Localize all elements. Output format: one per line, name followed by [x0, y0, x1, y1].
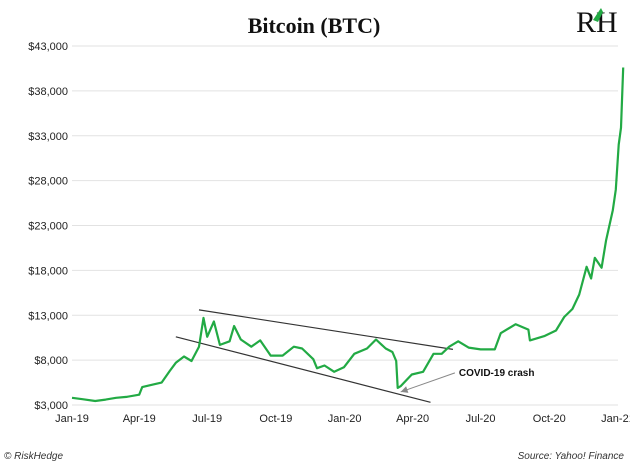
x-tick-label: Jul-19 — [192, 413, 222, 425]
trendline — [175, 336, 431, 403]
x-tick-label: Jan-19 — [55, 413, 89, 425]
y-tick-label: $38,000 — [28, 86, 68, 98]
x-tick-label: Oct-19 — [259, 413, 292, 425]
y-tick-label: $8,000 — [34, 355, 68, 367]
logo-leaf-icon — [593, 8, 603, 22]
x-tick-label: Apr-20 — [396, 413, 429, 425]
chart-title: Bitcoin (BTC) — [248, 13, 381, 38]
annotation-arrow — [400, 372, 456, 393]
y-tick-label: $33,000 — [28, 131, 68, 143]
annotation-label: COVID-19 crash — [459, 368, 535, 379]
y-tick-label: $43,000 — [28, 41, 68, 53]
x-tick-label: Jul-20 — [466, 413, 496, 425]
x-tick-label: Oct-20 — [533, 413, 566, 425]
chart-logo: RH — [576, 6, 618, 39]
x-tick-label: Jan-20 — [328, 413, 362, 425]
y-tick-label: $18,000 — [28, 265, 68, 277]
footer-source: Source: Yahoo! Finance — [518, 451, 625, 462]
riskhedge-logo-icon: RH — [576, 6, 618, 39]
y-axis-tick-labels: $3,000 $8,000 $13,000 $18,000 $23,000 $28,000… — [28, 41, 68, 412]
gridlines — [72, 45, 618, 406]
trendlines — [175, 309, 454, 403]
y-tick-label: $13,000 — [28, 310, 68, 322]
y-tick-label: $3,000 — [34, 400, 68, 412]
trendline — [198, 309, 454, 350]
annotations: COVID-19 crash — [400, 368, 535, 393]
x-tick-label: Apr-19 — [123, 413, 156, 425]
x-axis-tick-labels: Jan-19 Apr-19 Jul-19 Oct-19 Jan-20 Apr-20 Jul-… — [55, 413, 630, 425]
y-tick-label: $28,000 — [28, 176, 68, 188]
x-tick-label: Jan-21 — [601, 413, 630, 425]
annotation-arrowhead — [400, 386, 409, 393]
y-tick-label: $23,000 — [28, 221, 68, 233]
footer-left: © RiskHedge — [4, 451, 63, 462]
btc-price-line — [71, 67, 625, 403]
